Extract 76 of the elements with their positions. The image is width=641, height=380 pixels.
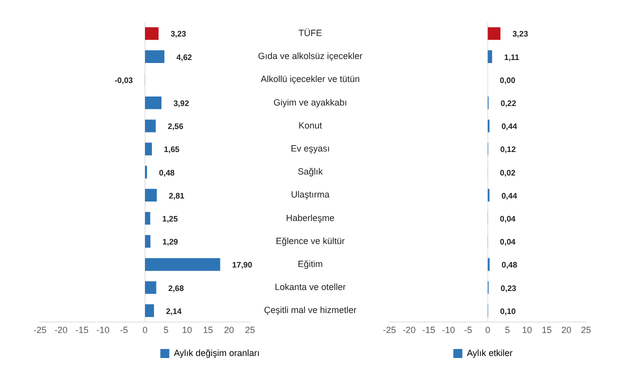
data-label: 0,48: [502, 260, 518, 270]
x-tick-label: 25: [244, 325, 256, 336]
data-label: 0,10: [500, 306, 516, 316]
x-tick-label: -25: [382, 325, 396, 336]
bar: [145, 142, 152, 156]
bar: [145, 50, 164, 63]
data-label: 4,62: [176, 52, 193, 62]
bar: [145, 281, 156, 294]
x-tick-label: -10: [96, 325, 110, 336]
data-label: 0,04: [500, 214, 516, 224]
x-tick-label: 10: [182, 325, 192, 336]
data-label: 1,65: [164, 145, 180, 154]
y-tick-label: Sağlık: [298, 166, 324, 177]
y-tick-label: Lokanta ve oteller: [274, 282, 346, 292]
y-tick-label: Eğitim: [298, 258, 323, 269]
x-tick-label: 0: [142, 325, 148, 336]
bar: [145, 304, 154, 318]
x-tick-label: 0: [485, 325, 490, 336]
x-tick-label: 15: [542, 325, 552, 336]
legend-label: Aylık değişim oranları: [174, 348, 260, 358]
bar: [145, 235, 150, 248]
y-tick-label: Gıda ve alkolsüz içecekler: [258, 51, 363, 62]
x-tick-label: -25: [33, 325, 47, 336]
data-label: 1,29: [162, 238, 179, 247]
data-label: 0,23: [500, 284, 517, 293]
data-label: 3,92: [173, 99, 190, 108]
y-tick-label: Çeşitli mal ve hizmetler: [264, 305, 357, 316]
y-tick-label: TÜFE: [298, 28, 322, 38]
x-tick-label: 15: [202, 325, 214, 336]
x-tick-label: 20: [561, 325, 572, 336]
data-label: 17,90: [232, 260, 253, 270]
bar: [145, 27, 159, 40]
x-tick-label: -10: [442, 325, 455, 336]
y-tick-label: Eğlence ve kültür: [276, 236, 345, 246]
data-label: 3,23: [512, 30, 529, 39]
y-tick-label: Ulaştırma: [291, 190, 330, 200]
data-label: 0,02: [500, 168, 516, 178]
data-label: 2,81: [168, 191, 185, 200]
data-label: 0,44: [501, 122, 518, 132]
bar: [488, 27, 500, 40]
y-tick-label: Ev eşyası: [290, 143, 330, 154]
x-tick-label: 10: [522, 325, 532, 336]
legend-label: Aylık etkiler: [466, 348, 513, 358]
data-label: 0,22: [500, 99, 517, 108]
data-label: 2,56: [168, 122, 184, 132]
data-label: 2,68: [168, 284, 184, 293]
x-tick-label: -20: [402, 325, 416, 336]
x-tick-label: 20: [224, 325, 234, 336]
bar: [145, 120, 156, 132]
bar: [145, 212, 150, 225]
data-label: 0,04: [500, 238, 516, 247]
data-label: 0,48: [159, 168, 176, 178]
bar: [145, 96, 162, 110]
x-tick-label: 5: [163, 325, 169, 336]
y-tick-label: Konut: [298, 120, 323, 130]
bar: [145, 258, 220, 271]
bar: [145, 188, 157, 202]
data-label: 1,25: [162, 214, 178, 224]
data-label: 3,23: [170, 30, 187, 39]
data-label: 0,44: [501, 191, 518, 200]
x-tick-label: -5: [120, 325, 128, 336]
x-tick-label: -15: [422, 325, 436, 336]
data-label: 0,00: [500, 76, 516, 85]
data-label: 0,12: [500, 145, 516, 154]
bar: [488, 50, 492, 63]
x-tick-label: -15: [75, 325, 89, 336]
x-tick-label: -20: [54, 325, 68, 336]
y-tick-label: Alkollü içecekler ve tütün: [260, 74, 360, 84]
y-tick-label: Giyim ve ayakkabı: [274, 97, 348, 108]
x-tick-label: -5: [464, 325, 472, 336]
x-tick-label: 5: [504, 325, 510, 336]
x-tick-label: 25: [580, 325, 592, 336]
data-label: 1,11: [504, 52, 520, 62]
y-tick-label: Haberleşme: [286, 212, 335, 223]
data-label: -0,03: [114, 76, 134, 85]
data-label: 2,14: [166, 306, 182, 316]
